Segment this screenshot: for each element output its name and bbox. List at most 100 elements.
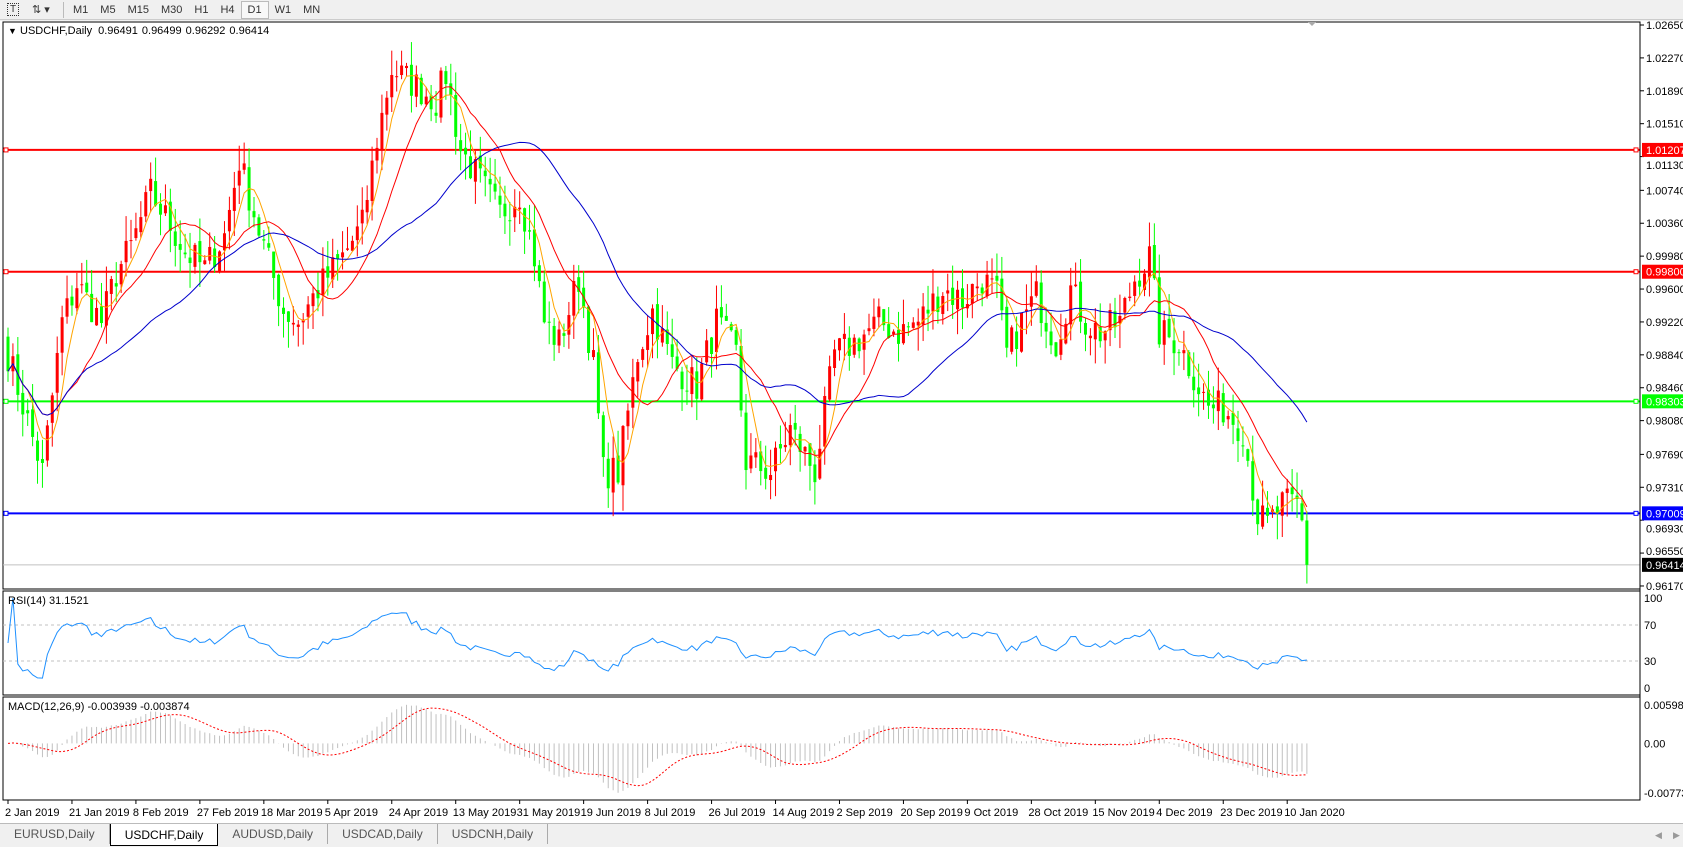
scroll-left-icon[interactable]: ◀: [1655, 830, 1662, 840]
candle-body: [985, 274, 989, 297]
date-tick-label: 2 Sep 2019: [836, 807, 892, 819]
timeframe-m15[interactable]: M15: [127, 3, 149, 16]
candle-body: [1069, 285, 1073, 325]
level-anchor-handle[interactable]: [3, 147, 9, 153]
candle-body: [227, 209, 231, 232]
tab-usdchf[interactable]: USDCHF,Daily: [109, 824, 219, 846]
candle-body: [104, 291, 108, 326]
candle-body: [823, 396, 827, 447]
candle-body: [252, 211, 256, 218]
candle-body: [385, 97, 389, 115]
scroll-right-icon[interactable]: ▶: [1673, 830, 1680, 840]
chart-header: USDCHF,Daily 0.96491 0.96499 0.96292 0.96414: [20, 25, 269, 37]
line-tool-icon[interactable]: ⇅ ▾: [32, 4, 50, 16]
candle-body: [1192, 376, 1196, 391]
candle-body: [852, 337, 856, 355]
candle-body: [345, 248, 349, 250]
level-price-label: 0.97009: [1646, 508, 1683, 520]
candle-body: [493, 183, 497, 192]
candle-body: [331, 257, 335, 280]
collapse-arrow-icon[interactable]: ▼: [8, 26, 17, 36]
candle-body: [311, 293, 315, 307]
rsi-line: [7, 597, 1307, 679]
candle-body: [380, 112, 384, 151]
candle-body: [542, 281, 546, 323]
candle-body: [60, 317, 64, 353]
candle-body: [109, 278, 113, 294]
candle-body: [444, 71, 448, 85]
price-tick-label: 0.99980: [1646, 251, 1683, 263]
level-price-label: 0.99800: [1646, 267, 1683, 279]
date-tick-label: 8 Jul 2019: [645, 807, 696, 819]
timeframe-mn[interactable]: MN: [303, 3, 321, 16]
candle-body: [286, 311, 290, 322]
candle-body: [705, 340, 709, 363]
tab-audusd[interactable]: AUDUSD,Daily: [218, 824, 329, 844]
candle-body: [508, 220, 512, 222]
level-anchor-handle[interactable]: [3, 510, 9, 516]
close-value: 0.96414: [229, 25, 269, 37]
level-anchor-handle[interactable]: [1633, 398, 1639, 404]
candle-body: [360, 209, 364, 224]
candle-body: [213, 248, 217, 268]
timeframe-m5[interactable]: M5: [100, 3, 116, 16]
macd-axis-label: 0.00: [1644, 738, 1665, 750]
level-anchor-handle[interactable]: [1633, 269, 1639, 275]
tab-usdcnh[interactable]: USDCNH,Daily: [438, 824, 549, 844]
timeframe-d1[interactable]: D1: [240, 0, 269, 19]
tab-eurusd[interactable]: EURUSD,Daily: [0, 824, 110, 844]
timeframe-h4[interactable]: H4: [220, 3, 235, 16]
candle-body: [1138, 280, 1142, 287]
candle-body: [872, 316, 876, 329]
price-tick-label: 1.01890: [1646, 86, 1683, 98]
candle-body: [1039, 282, 1043, 324]
candle-body: [90, 293, 94, 323]
chart-window[interactable]: 1.02650 1.02270 1.01890 1.01510 1.01130 1.007…: [0, 0, 1683, 823]
candle-body: [547, 321, 551, 323]
chart-shift-marker[interactable]: [1308, 22, 1316, 26]
candle-body: [1251, 461, 1255, 501]
candle-body: [405, 65, 409, 69]
tab-usdcad[interactable]: USDCAD,Daily: [328, 824, 438, 844]
candle-body: [350, 240, 354, 251]
candle-body: [1143, 273, 1147, 290]
candle-body: [710, 337, 714, 354]
timeframe-w1[interactable]: W1: [274, 3, 292, 16]
date-tick-label: 19 Jun 2019: [581, 807, 642, 819]
candle-body: [316, 290, 320, 299]
candle-body: [262, 239, 266, 241]
level-price-tag: [1642, 394, 1683, 409]
candle-body: [606, 458, 610, 489]
price-tick-label: 0.98460: [1646, 383, 1683, 395]
candle-body: [842, 333, 846, 339]
candle-body: [237, 170, 241, 186]
candle-body: [1226, 416, 1230, 420]
candle-body: [1049, 331, 1053, 346]
candle-body: [1157, 277, 1161, 345]
candle-body: [1152, 244, 1156, 279]
candle-body: [6, 336, 10, 372]
level-anchor-handle[interactable]: [1633, 147, 1639, 153]
chart-background: [0, 21, 1683, 823]
candle-body: [936, 296, 940, 313]
level-price-label: 1.01207: [1646, 145, 1683, 157]
candle-body: [916, 321, 920, 326]
timeframe-m30[interactable]: M30: [160, 3, 183, 16]
level-anchor-handle[interactable]: [3, 269, 9, 275]
date-tick-label: 9 Oct 2019: [964, 807, 1018, 819]
candle-body: [562, 333, 566, 336]
timeframe-m1[interactable]: M1: [73, 3, 89, 16]
timeframe-h1[interactable]: H1: [194, 3, 209, 16]
candle-body: [1093, 322, 1097, 340]
candle-body: [1113, 311, 1117, 328]
candle-body: [887, 324, 891, 338]
candle-body: [970, 283, 974, 304]
level-anchor-handle[interactable]: [1633, 510, 1639, 516]
level-anchor-handle[interactable]: [3, 398, 9, 404]
candle-body: [414, 74, 418, 97]
candle-body: [513, 206, 517, 218]
date-tick-label: 27 Feb 2019: [197, 807, 259, 819]
price-tick-label: 1.02270: [1646, 53, 1683, 65]
text-tool-icon[interactable]: T: [0, 1, 26, 19]
candle-body: [341, 252, 345, 258]
